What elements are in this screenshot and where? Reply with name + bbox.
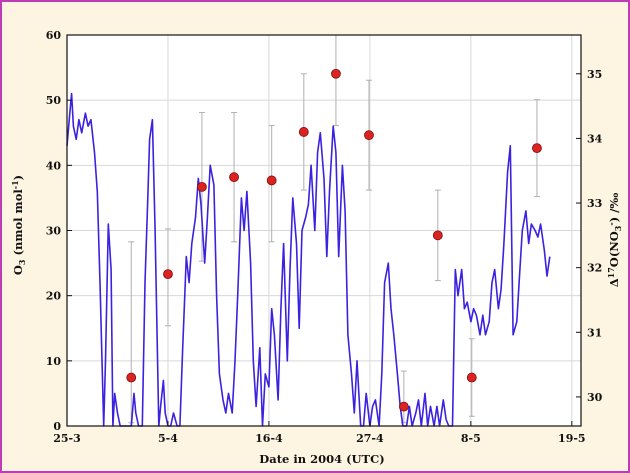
left-tick-label: 60 <box>46 29 62 42</box>
nitrate-marker <box>466 372 477 383</box>
nitrate-marker <box>266 175 277 186</box>
nitrate-markers <box>126 68 542 412</box>
nitrate-marker <box>298 127 309 137</box>
nitrate-marker <box>432 230 443 241</box>
left-tick-label: 30 <box>46 225 62 238</box>
left-tick-label: 0 <box>53 420 61 433</box>
nitrate-marker <box>126 372 137 383</box>
x-tick-label: 19-5 <box>558 432 586 445</box>
nitrate-marker <box>398 401 409 412</box>
left-tick-label: 10 <box>46 355 62 368</box>
right-tick-label: 31 <box>587 326 602 339</box>
nitrate-marker <box>331 68 341 79</box>
left-tick-label: 40 <box>46 159 62 172</box>
right-tick-label: 30 <box>587 391 603 404</box>
left-axis-ticks: 0 10 20 30 40 50 60 <box>46 29 72 433</box>
x-tick-label: 5-4 <box>158 432 178 445</box>
right-tick-label: 35 <box>587 68 602 81</box>
right-axis-ticks: 30 31 32 33 34 35 <box>576 68 603 404</box>
right-tick-label: 33 <box>587 197 602 210</box>
left-tick-label: 20 <box>46 290 62 303</box>
nitrate-marker <box>163 269 173 280</box>
nitrate-marker <box>197 181 207 192</box>
x-axis-label: Date in 2004 (UTC) <box>259 452 384 466</box>
nitrate-marker <box>532 143 542 153</box>
right-axis-label: Δ17O(NO3-) /‰ <box>606 193 623 288</box>
x-tick-label: 27-4 <box>356 432 384 445</box>
x-tick-label: 25-3 <box>53 432 81 445</box>
x-tick-label: 16-4 <box>255 432 283 445</box>
right-tick-label: 32 <box>587 262 602 275</box>
x-tick-label: 8-5 <box>461 432 481 445</box>
x-axis-ticks: 25-3 5-4 16-4 27-4 8-5 19-5 <box>53 421 586 445</box>
nitrate-marker <box>229 172 239 183</box>
nitrate-marker <box>364 130 374 141</box>
left-axis-label: O3 (nmol mol-1) <box>10 175 27 275</box>
right-tick-label: 34 <box>587 132 603 145</box>
left-tick-label: 50 <box>46 94 62 107</box>
